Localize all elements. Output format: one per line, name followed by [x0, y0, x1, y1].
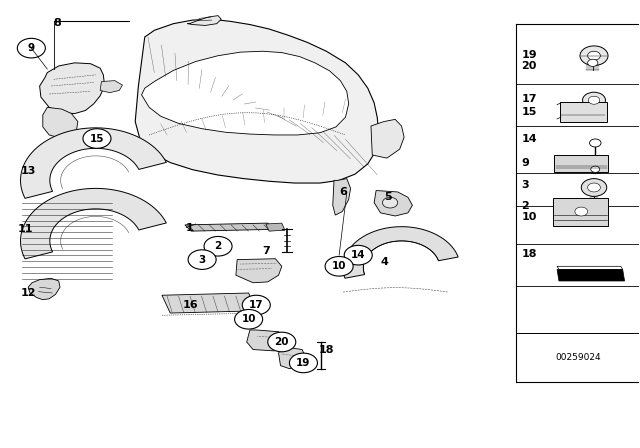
Text: 17: 17 [249, 300, 264, 310]
Text: 16: 16 [183, 300, 198, 310]
Polygon shape [374, 190, 412, 216]
Text: 19: 19 [296, 358, 310, 368]
Circle shape [575, 207, 588, 216]
Text: 9: 9 [522, 158, 529, 168]
Circle shape [588, 51, 600, 60]
Text: 10: 10 [241, 314, 256, 324]
Polygon shape [333, 179, 351, 215]
Polygon shape [371, 119, 404, 158]
Text: 00259024: 00259024 [556, 353, 601, 362]
Circle shape [325, 257, 353, 276]
Polygon shape [266, 223, 285, 231]
FancyBboxPatch shape [553, 198, 608, 226]
Text: 18: 18 [522, 249, 537, 259]
Polygon shape [185, 223, 274, 231]
Circle shape [268, 332, 296, 352]
Text: 9: 9 [28, 43, 35, 53]
Polygon shape [28, 278, 60, 300]
Text: 14: 14 [522, 134, 537, 143]
Circle shape [383, 197, 397, 208]
Text: 18: 18 [319, 345, 334, 354]
Circle shape [582, 92, 605, 108]
Text: 4: 4 [381, 257, 388, 267]
Circle shape [588, 183, 600, 192]
Text: 19: 19 [522, 50, 537, 60]
Polygon shape [20, 128, 166, 198]
Circle shape [243, 295, 270, 315]
Polygon shape [43, 108, 78, 138]
Circle shape [83, 129, 111, 148]
Text: 15: 15 [90, 134, 104, 143]
Text: 1: 1 [186, 223, 194, 233]
Circle shape [188, 250, 216, 269]
FancyBboxPatch shape [559, 102, 607, 122]
Text: 12: 12 [20, 288, 36, 298]
Text: 10: 10 [522, 212, 537, 222]
Circle shape [589, 139, 601, 147]
Polygon shape [278, 346, 306, 369]
Text: 17: 17 [522, 95, 537, 104]
Circle shape [204, 237, 232, 256]
Text: 11: 11 [17, 224, 33, 234]
Text: 13: 13 [20, 166, 36, 176]
Circle shape [580, 46, 608, 65]
Polygon shape [141, 51, 349, 135]
Polygon shape [162, 293, 256, 313]
Text: 15: 15 [522, 107, 537, 117]
Circle shape [289, 353, 317, 373]
Polygon shape [343, 227, 458, 278]
Text: 3: 3 [198, 254, 205, 265]
Text: 8: 8 [54, 18, 61, 28]
Text: 20: 20 [275, 337, 289, 347]
Circle shape [588, 96, 600, 104]
Text: 2: 2 [214, 241, 221, 251]
Circle shape [17, 39, 45, 58]
Polygon shape [20, 188, 166, 259]
Text: 2: 2 [522, 201, 529, 211]
Text: 7: 7 [262, 246, 270, 256]
Polygon shape [135, 19, 379, 183]
FancyBboxPatch shape [554, 155, 608, 172]
Text: 20: 20 [522, 61, 537, 71]
Polygon shape [557, 269, 625, 281]
Text: 14: 14 [351, 250, 365, 260]
Circle shape [588, 59, 598, 66]
Polygon shape [40, 63, 104, 114]
Text: 3: 3 [522, 180, 529, 190]
Text: 5: 5 [384, 192, 391, 202]
Polygon shape [236, 259, 282, 283]
Polygon shape [100, 81, 122, 93]
Polygon shape [188, 16, 221, 26]
Circle shape [581, 179, 607, 196]
Circle shape [235, 310, 262, 329]
Text: 10: 10 [332, 261, 346, 271]
Polygon shape [246, 330, 287, 351]
Circle shape [344, 246, 372, 265]
Text: 6: 6 [339, 187, 347, 197]
Circle shape [591, 166, 600, 172]
Polygon shape [557, 266, 623, 269]
